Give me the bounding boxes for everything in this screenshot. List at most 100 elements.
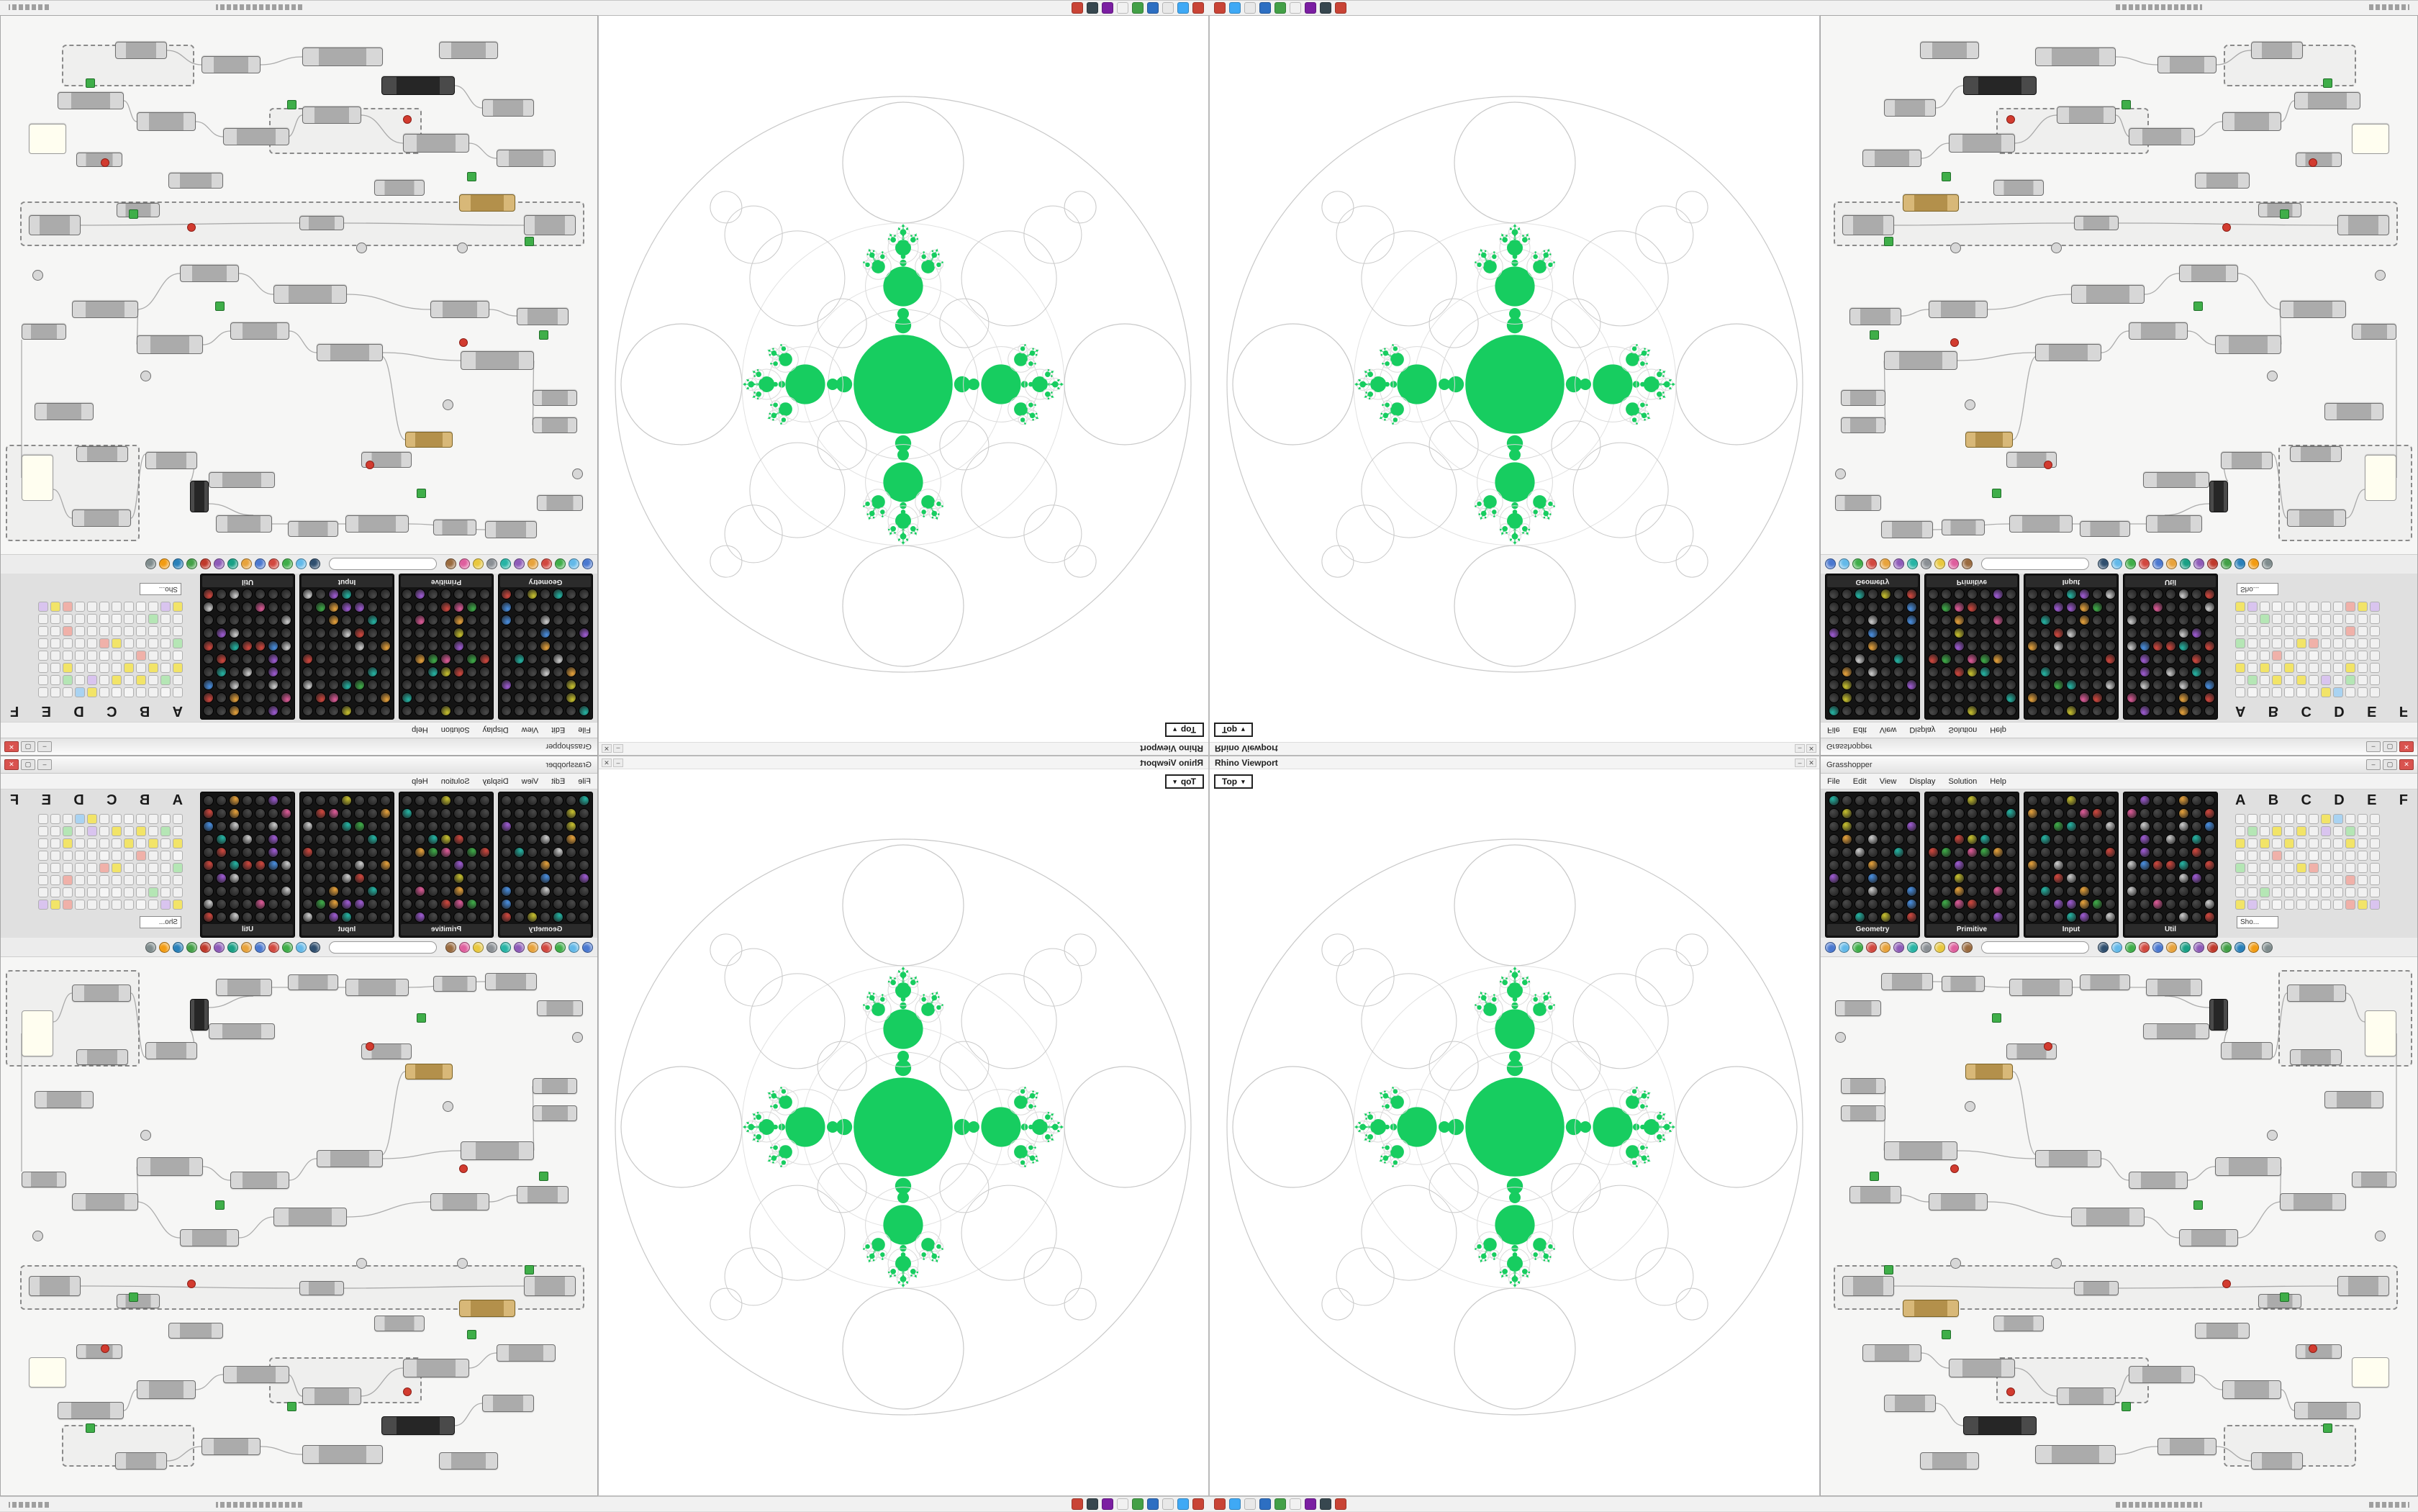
component-icon[interactable]	[2139, 846, 2150, 858]
toolbar-icon[interactable]	[112, 863, 122, 873]
component-icon[interactable]	[2165, 885, 2176, 897]
component-icon[interactable]	[1966, 705, 1978, 717]
gh-node[interactable]	[2146, 979, 2202, 996]
component-icon[interactable]	[1979, 885, 1991, 897]
component-icon[interactable]	[341, 653, 353, 665]
component-icon[interactable]	[302, 666, 314, 678]
component-icon[interactable]	[2065, 705, 2077, 717]
component-icon[interactable]	[315, 628, 327, 639]
component-icon[interactable]	[514, 911, 525, 923]
component-icon[interactable]	[1880, 885, 1891, 897]
component-icon[interactable]	[242, 692, 253, 704]
component-icon[interactable]	[2204, 666, 2215, 678]
gh-node[interactable]	[1842, 215, 1894, 235]
component-icon[interactable]	[2152, 846, 2163, 858]
component-icon[interactable]	[479, 859, 491, 871]
toolbar-icon[interactable]	[38, 826, 48, 836]
component-icon[interactable]	[315, 679, 327, 691]
toolbar-icon[interactable]	[2284, 887, 2294, 897]
component-icon[interactable]	[242, 859, 253, 871]
component-icon[interactable]	[1992, 795, 2003, 806]
component-icon[interactable]	[380, 679, 391, 691]
component-icon[interactable]	[1893, 911, 1904, 923]
component-icon[interactable]	[281, 653, 292, 665]
component-icon[interactable]	[1828, 615, 1839, 626]
component-icon[interactable]	[2178, 885, 2189, 897]
toolbar-icon[interactable]	[136, 900, 146, 910]
component-icon[interactable]	[2078, 640, 2090, 652]
gh-node[interactable]	[168, 1323, 223, 1339]
gh-node[interactable]	[1881, 521, 1933, 538]
component-icon[interactable]	[2152, 705, 2163, 717]
toolbar-icon[interactable]	[160, 638, 171, 648]
canvas-tool-icon[interactable]	[527, 558, 538, 570]
component-icon[interactable]	[341, 859, 353, 871]
component-icon[interactable]	[453, 807, 465, 819]
gh-node[interactable]	[461, 1141, 534, 1160]
toolbar-icon[interactable]	[2333, 687, 2343, 697]
component-icon[interactable]	[216, 885, 227, 897]
toggle-node[interactable]	[2280, 209, 2289, 219]
component-icon[interactable]	[328, 679, 340, 691]
component-icon[interactable]	[281, 666, 292, 678]
component-icon[interactable]	[1880, 705, 1891, 717]
component-icon[interactable]	[242, 846, 253, 858]
toolbar-icon[interactable]	[2272, 638, 2282, 648]
component-icon[interactable]	[315, 705, 327, 717]
canvas-tool-icon[interactable]	[459, 941, 470, 953]
component-icon[interactable]	[2191, 859, 2202, 871]
toolbar-icon[interactable]	[2321, 900, 2331, 910]
canvas-tool-icon[interactable]	[2234, 558, 2245, 570]
component-icon[interactable]	[527, 666, 538, 678]
component-icon[interactable]	[242, 833, 253, 845]
toolbar-icon[interactable]	[2309, 626, 2319, 636]
component-icon[interactable]	[380, 615, 391, 626]
component-icon[interactable]	[328, 692, 340, 704]
menu-item-solution[interactable]: Solution	[440, 777, 470, 786]
component-icon[interactable]	[1940, 795, 1952, 806]
component-icon[interactable]	[2204, 911, 2215, 923]
component-icon[interactable]	[1828, 679, 1839, 691]
component-icon[interactable]	[302, 640, 314, 652]
component-icon[interactable]	[2065, 679, 2077, 691]
component-icon[interactable]	[2027, 705, 2038, 717]
component-icon[interactable]	[2178, 589, 2189, 600]
component-icon[interactable]	[527, 602, 538, 613]
toolbar-icon[interactable]	[2321, 675, 2331, 685]
gh-node[interactable]	[1884, 1141, 1957, 1160]
component-icon[interactable]	[2078, 602, 2090, 613]
component-icon[interactable]	[1828, 602, 1839, 613]
component-icon[interactable]	[453, 628, 465, 639]
toolbar-icon[interactable]	[112, 900, 122, 910]
component-icon[interactable]	[2204, 705, 2215, 717]
gh-node[interactable]	[482, 99, 534, 117]
taskbar-app-icon[interactable]	[1320, 1498, 1331, 1510]
component-icon[interactable]	[2065, 833, 2077, 845]
component-icon[interactable]	[1841, 807, 1852, 819]
gh-node[interactable]	[2221, 1042, 2273, 1059]
gh-node[interactable]	[216, 979, 272, 996]
toggle-node[interactable]	[129, 209, 138, 219]
gh-node[interactable]	[2080, 521, 2130, 537]
component-icon[interactable]	[2104, 602, 2116, 613]
component-icon[interactable]	[566, 628, 577, 639]
toolbar-icon[interactable]	[2260, 887, 2270, 897]
component-icon[interactable]	[402, 705, 413, 717]
gh-node[interactable]	[137, 112, 196, 131]
gh-node[interactable]	[533, 417, 577, 433]
component-icon[interactable]	[514, 666, 525, 678]
gh-node[interactable]	[2157, 56, 2216, 73]
toggle-node[interactable]	[129, 1293, 138, 1302]
component-icon[interactable]	[2191, 705, 2202, 717]
toolbar-icon[interactable]	[2284, 626, 2294, 636]
toolbar-icon[interactable]	[2247, 663, 2258, 673]
toolbar-icon[interactable]	[124, 900, 134, 910]
taskbar-app-icon[interactable]	[1117, 2, 1128, 14]
component-icon[interactable]	[367, 820, 379, 832]
component-icon[interactable]	[501, 679, 512, 691]
toolbar-icon[interactable]	[2235, 614, 2245, 624]
component-icon[interactable]	[1927, 653, 1939, 665]
panel-close-button[interactable]: ✕	[1806, 744, 1816, 753]
component-icon[interactable]	[2027, 911, 2038, 923]
component-icon[interactable]	[1867, 615, 1878, 626]
